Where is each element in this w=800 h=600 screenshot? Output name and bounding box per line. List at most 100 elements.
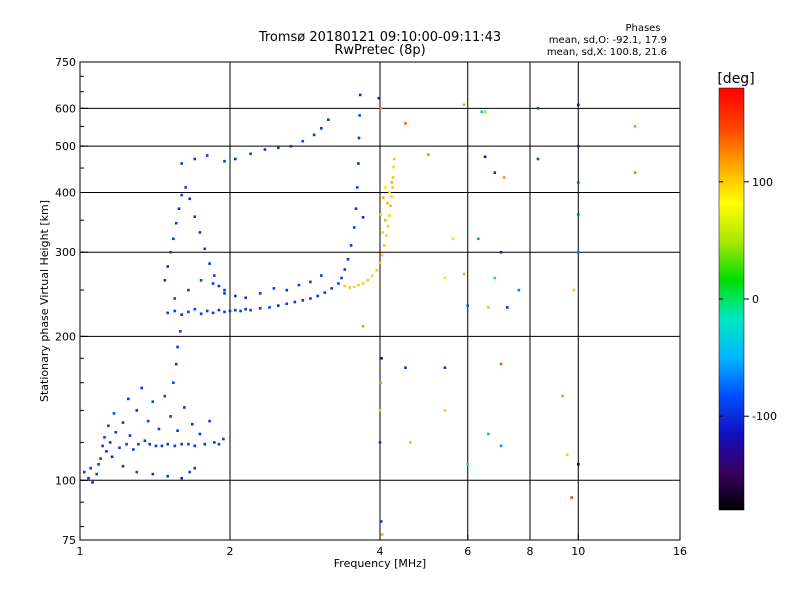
data-point bbox=[249, 308, 252, 312]
data-point bbox=[249, 152, 252, 156]
data-point bbox=[383, 244, 386, 247]
data-point bbox=[135, 470, 139, 474]
data-point bbox=[343, 284, 347, 288]
data-point bbox=[357, 136, 361, 140]
data-point bbox=[385, 234, 388, 237]
data-point bbox=[180, 476, 183, 480]
data-point bbox=[263, 148, 267, 151]
data-point bbox=[390, 195, 393, 198]
data-point bbox=[188, 470, 191, 474]
x-tick-label: 1 bbox=[77, 545, 84, 558]
data-point bbox=[316, 294, 319, 298]
data-point bbox=[244, 307, 247, 311]
data-point bbox=[193, 157, 197, 161]
data-point bbox=[380, 533, 384, 536]
data-point bbox=[301, 299, 305, 302]
data-point bbox=[517, 288, 521, 292]
data-point bbox=[135, 409, 139, 412]
data-point bbox=[187, 288, 190, 292]
colorbar-label: [deg] bbox=[717, 71, 754, 87]
data-point bbox=[466, 463, 469, 466]
data-point bbox=[239, 309, 242, 313]
data-point bbox=[213, 274, 216, 277]
colorbar-tick-label: 0 bbox=[752, 293, 759, 306]
data-point bbox=[172, 237, 175, 241]
data-point bbox=[502, 176, 506, 179]
data-point bbox=[213, 441, 216, 444]
data-point bbox=[577, 250, 580, 254]
y-tick-label: 200 bbox=[55, 330, 76, 343]
data-point bbox=[381, 196, 385, 200]
data-point bbox=[205, 309, 209, 313]
data-point bbox=[91, 481, 94, 484]
data-point bbox=[380, 357, 383, 360]
data-point bbox=[217, 308, 221, 312]
data-point bbox=[163, 279, 167, 282]
data-point bbox=[180, 193, 183, 197]
data-point bbox=[536, 107, 540, 110]
x-tick-label: 6 bbox=[464, 545, 471, 558]
data-point bbox=[258, 307, 262, 310]
data-point bbox=[377, 96, 381, 100]
data-point bbox=[404, 366, 407, 369]
y-tick-label: 75 bbox=[62, 534, 76, 547]
data-point bbox=[97, 463, 100, 466]
data-point bbox=[173, 297, 177, 300]
data-point bbox=[203, 247, 207, 251]
data-point bbox=[183, 406, 186, 409]
data-point bbox=[166, 311, 169, 315]
data-point bbox=[483, 110, 487, 114]
data-point bbox=[143, 439, 147, 442]
data-point bbox=[217, 284, 221, 288]
data-point bbox=[480, 110, 483, 114]
data-point bbox=[577, 213, 580, 216]
phases-info-title: Phases bbox=[625, 23, 660, 34]
data-point bbox=[222, 437, 225, 441]
data-point bbox=[366, 279, 370, 282]
data-point bbox=[228, 309, 232, 313]
data-point bbox=[392, 165, 395, 169]
data-point bbox=[349, 244, 353, 247]
colorbar-ticks: -100 0 100 bbox=[719, 176, 777, 423]
data-point bbox=[357, 162, 360, 165]
data-point bbox=[577, 463, 580, 466]
data-point bbox=[577, 103, 580, 107]
data-point bbox=[487, 432, 490, 436]
data-point bbox=[121, 464, 125, 468]
data-point bbox=[154, 444, 158, 448]
data-point bbox=[125, 442, 128, 446]
x-tick-label: 10 bbox=[571, 545, 585, 558]
data-point bbox=[330, 287, 333, 290]
data-point bbox=[223, 159, 226, 163]
data-point bbox=[121, 421, 125, 424]
data-point bbox=[191, 422, 194, 426]
data-point bbox=[499, 444, 503, 448]
data-point bbox=[205, 154, 209, 157]
data-point bbox=[180, 313, 183, 316]
data-point bbox=[309, 280, 312, 284]
data-point bbox=[381, 231, 384, 234]
data-point bbox=[348, 286, 352, 289]
chart-subtitle: RwPretec (8p) bbox=[334, 43, 425, 58]
data-point bbox=[371, 274, 374, 277]
data-point bbox=[193, 307, 197, 311]
data-point bbox=[223, 288, 226, 292]
y-axis-label: Stationary phase Virtual Height [km] bbox=[38, 200, 51, 402]
data-point bbox=[151, 472, 155, 476]
data-point bbox=[343, 268, 347, 271]
data-point bbox=[157, 427, 161, 431]
colorbar bbox=[718, 87, 745, 511]
data-point bbox=[451, 237, 455, 241]
data-point bbox=[234, 157, 237, 161]
data-point bbox=[384, 186, 387, 189]
data-point bbox=[483, 155, 487, 159]
data-point bbox=[301, 139, 305, 143]
data-point bbox=[146, 419, 150, 423]
data-point bbox=[277, 146, 280, 150]
data-point bbox=[184, 186, 187, 189]
data-point bbox=[132, 448, 135, 451]
data-point bbox=[354, 207, 358, 210]
data-point bbox=[443, 409, 447, 412]
data-point bbox=[176, 429, 179, 432]
data-point bbox=[487, 306, 490, 309]
